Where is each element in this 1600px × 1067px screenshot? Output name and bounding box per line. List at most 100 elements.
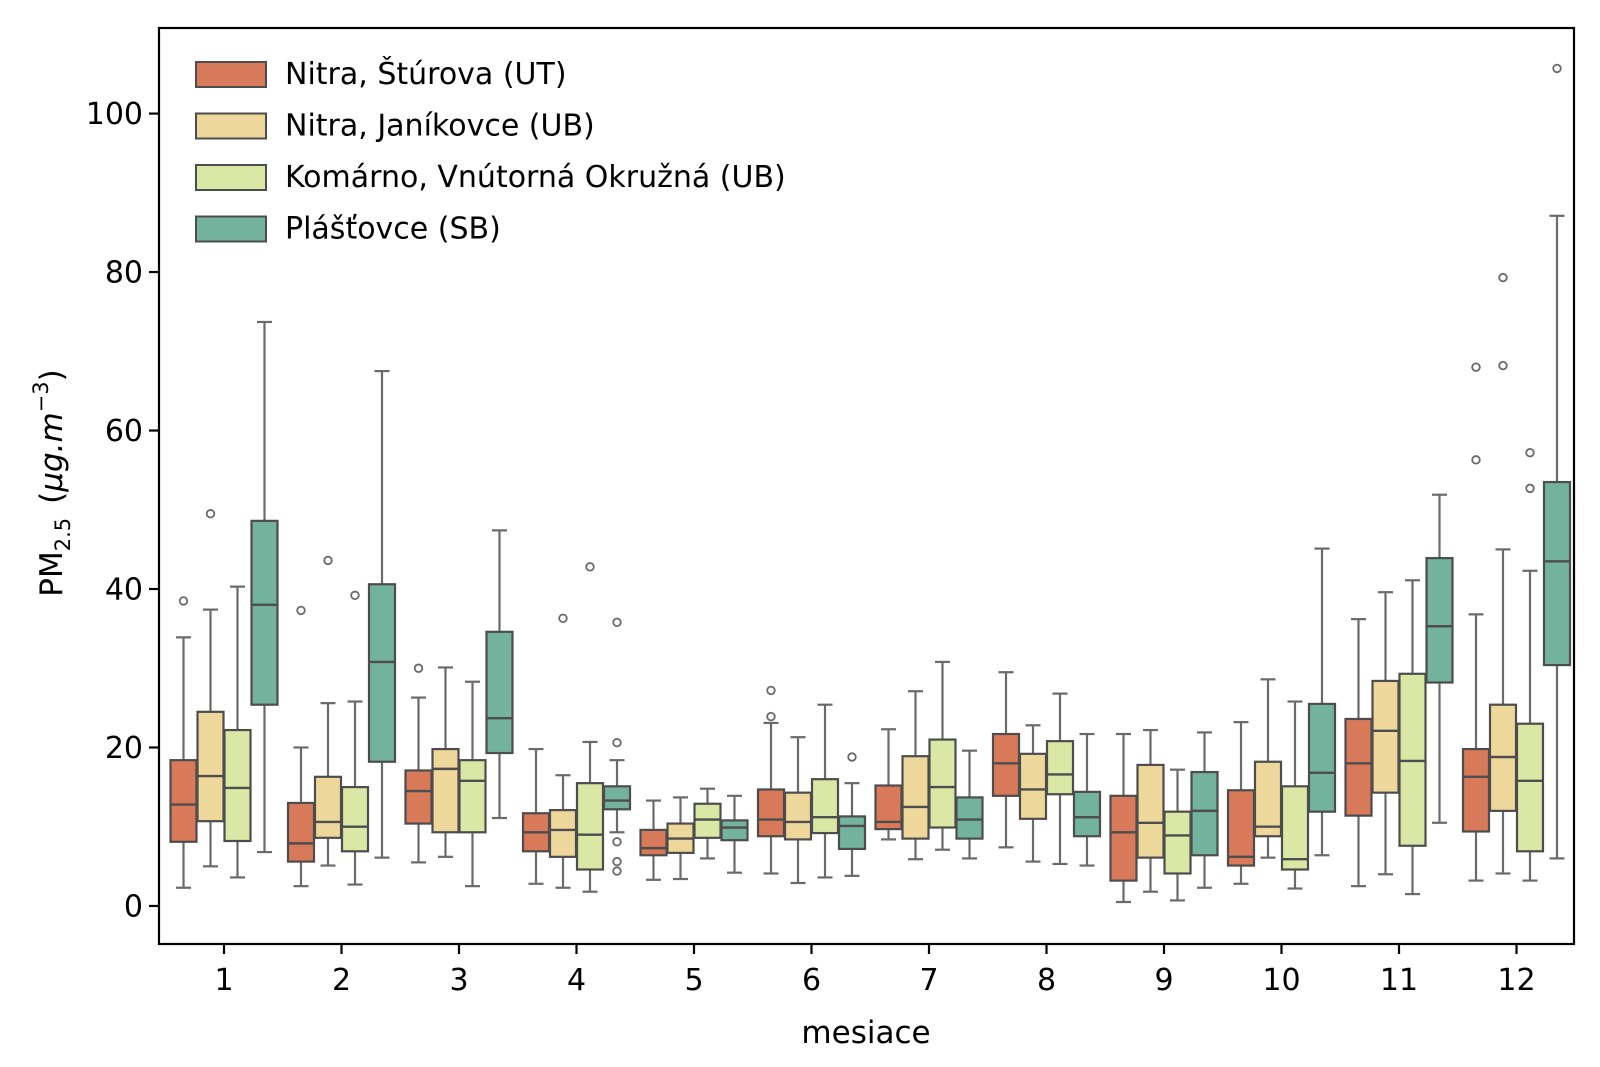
box-group bbox=[666, 796, 695, 881]
y-label-main: PM bbox=[34, 551, 70, 596]
box-group bbox=[1045, 692, 1075, 866]
box-group bbox=[313, 555, 343, 867]
iqr-box bbox=[602, 785, 632, 811]
box-group bbox=[367, 370, 397, 859]
box-group bbox=[196, 509, 225, 868]
box-group bbox=[548, 613, 578, 889]
iqr-box bbox=[901, 755, 930, 840]
iqr-box bbox=[1018, 752, 1048, 820]
y-tick-label: 80 bbox=[105, 256, 143, 291]
box-group bbox=[223, 585, 252, 879]
iqr-box bbox=[1163, 810, 1192, 875]
outlier-marker bbox=[766, 711, 776, 722]
legend-label: Plášťovce (SB) bbox=[285, 212, 501, 247]
box-group bbox=[693, 787, 722, 860]
outlier-marker bbox=[413, 663, 424, 673]
iqr-box bbox=[955, 796, 984, 840]
box-group bbox=[901, 690, 930, 861]
outlier-marker bbox=[350, 590, 360, 601]
outlier-marker bbox=[178, 596, 189, 606]
box-group bbox=[783, 736, 813, 885]
outlier-marker bbox=[847, 752, 857, 762]
outlier-marker bbox=[1552, 63, 1562, 74]
iqr-box bbox=[1109, 794, 1138, 882]
legend-swatch bbox=[195, 61, 267, 88]
outlier-marker bbox=[1471, 362, 1481, 372]
box-group bbox=[1136, 728, 1165, 893]
x-axis-label: mesiace bbox=[801, 1015, 930, 1051]
box-group bbox=[340, 590, 370, 886]
iqr-box bbox=[575, 782, 605, 871]
outlier-marker bbox=[1525, 483, 1535, 494]
iqr-box bbox=[1136, 763, 1165, 859]
iqr-box bbox=[720, 819, 749, 842]
iqr-box bbox=[1515, 722, 1545, 853]
box-group bbox=[458, 680, 487, 888]
outlier-marker bbox=[1498, 360, 1508, 371]
outlier-marker bbox=[205, 509, 216, 519]
box-group bbox=[404, 663, 433, 864]
y-tick-label: 100 bbox=[86, 97, 143, 132]
y-label-sub: 2.5 bbox=[51, 518, 75, 551]
iqr-box bbox=[991, 732, 1021, 797]
iqr-box bbox=[367, 583, 397, 763]
outlier-marker bbox=[558, 613, 568, 624]
box-group bbox=[1515, 448, 1545, 882]
iqr-box bbox=[458, 759, 487, 834]
x-tick-label: 12 bbox=[1497, 963, 1535, 998]
y-tick-label: 20 bbox=[105, 731, 143, 766]
legend: Nitra, Štúrova (UT) Nitra, Janíkovce (UB)… bbox=[195, 55, 786, 247]
y-tick-label: 40 bbox=[105, 573, 143, 608]
x-tick-label: 4 bbox=[567, 963, 586, 998]
box-group bbox=[1461, 362, 1491, 882]
iqr-box bbox=[196, 710, 225, 823]
box-group bbox=[720, 794, 749, 874]
box-group bbox=[1253, 678, 1283, 859]
box-group bbox=[1280, 700, 1310, 890]
x-tick-label: 6 bbox=[802, 963, 821, 998]
box-group bbox=[1542, 63, 1572, 860]
box-group bbox=[837, 752, 867, 877]
box-group bbox=[928, 660, 957, 851]
box-group bbox=[1425, 493, 1454, 824]
box-group bbox=[756, 685, 786, 875]
outlier-marker bbox=[1471, 455, 1481, 465]
outlier-marker bbox=[612, 837, 622, 847]
iqr-box bbox=[1072, 790, 1102, 838]
box-group bbox=[602, 617, 632, 876]
iqr-box bbox=[1371, 679, 1400, 794]
iqr-box bbox=[431, 747, 460, 834]
x-tick-label: 5 bbox=[684, 963, 703, 998]
y-label-close-paren: ) bbox=[34, 369, 70, 381]
iqr-box bbox=[1253, 760, 1283, 838]
outlier-marker bbox=[612, 856, 622, 867]
box-group bbox=[169, 596, 198, 889]
box-group bbox=[250, 320, 279, 854]
outlier-marker bbox=[612, 866, 622, 876]
iqr-box bbox=[485, 630, 514, 755]
box-group bbox=[431, 666, 460, 858]
outlier-marker bbox=[296, 605, 306, 616]
box-group bbox=[575, 562, 605, 893]
iqr-box bbox=[286, 801, 316, 863]
legend-item: Nitra, Štúrova (UT) bbox=[195, 55, 567, 92]
box-group bbox=[810, 703, 840, 879]
box-group bbox=[639, 799, 668, 881]
x-tick-label: 9 bbox=[1154, 963, 1173, 998]
box-group bbox=[1163, 768, 1192, 902]
x-tick-label: 10 bbox=[1262, 963, 1300, 998]
y-tick-label: 0 bbox=[124, 889, 143, 924]
iqr-box bbox=[548, 808, 578, 858]
iqr-box bbox=[1280, 785, 1310, 871]
box-group bbox=[1398, 579, 1427, 896]
outlier-marker bbox=[323, 555, 333, 566]
box-group bbox=[874, 728, 903, 841]
iqr-box bbox=[783, 791, 813, 841]
outlier-marker bbox=[766, 685, 776, 696]
box-group bbox=[1488, 272, 1518, 875]
box-group bbox=[1072, 732, 1102, 867]
iqr-box bbox=[928, 738, 957, 829]
legend-item: Plášťovce (SB) bbox=[195, 212, 501, 247]
iqr-box bbox=[1344, 717, 1373, 817]
